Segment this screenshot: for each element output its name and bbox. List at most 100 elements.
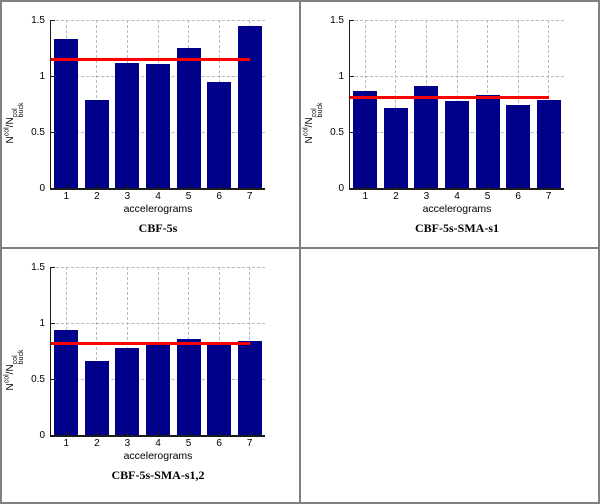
y-tick-mark — [51, 267, 55, 268]
x-tick-label: 7 — [545, 191, 552, 202]
x-tick-label: 7 — [246, 438, 253, 449]
x-tick-label: 6 — [216, 438, 222, 449]
bar — [54, 329, 79, 435]
y-label-supsub-stack: col buck — [12, 349, 25, 365]
y-label-supsub-stack: col buck — [311, 102, 324, 118]
y-tick-mark — [51, 132, 55, 133]
y-tick-mark — [350, 76, 354, 77]
bar — [176, 48, 201, 188]
bar — [176, 338, 201, 435]
bar — [237, 25, 262, 188]
bar — [237, 340, 262, 435]
bar — [414, 86, 439, 188]
y-label-base: N — [304, 136, 315, 144]
x-tick-mark — [127, 431, 129, 435]
bar — [383, 108, 408, 188]
y-label-subscript: buck — [317, 102, 324, 118]
x-tick-label: 1 — [63, 191, 70, 202]
chart-title: CBF-5s-SMA-s1,2 — [111, 468, 205, 482]
y-tick-label: 1 — [338, 70, 344, 82]
x-tick-mark — [66, 184, 68, 188]
gridline-vertical — [395, 20, 397, 188]
y-tick-label: 0.5 — [31, 373, 45, 385]
y-tick-mark — [350, 20, 354, 21]
y-tick-label: 1 — [39, 70, 45, 82]
x-tick-mark — [158, 431, 159, 435]
x-tick-label: 6 — [515, 191, 521, 202]
bar — [536, 99, 561, 188]
bar — [207, 81, 232, 188]
y-tick-label: 0 — [39, 182, 45, 194]
x-tick-label: 2 — [94, 191, 100, 202]
plot-area: 0 0.5 1 1.5 1 2 3 4 5 6 7 accelerograms Ncol/N col buc… — [303, 15, 564, 235]
x-tick-mark — [487, 184, 489, 188]
x-tick-mark — [518, 184, 520, 188]
mean-reference-line — [51, 341, 250, 345]
x-tick-mark — [426, 184, 428, 188]
y-tick-label: 1.5 — [31, 14, 45, 26]
y-label-base: /N — [304, 117, 315, 128]
y-tick-mark — [51, 323, 55, 324]
x-tick-label: 4 — [155, 191, 161, 202]
x-tick-mark — [395, 184, 397, 188]
x-tick-mark — [457, 184, 458, 188]
bar — [115, 62, 140, 188]
empty-panel — [301, 249, 596, 502]
y-tick-label: 1 — [39, 317, 45, 329]
gridline-vertical — [96, 267, 98, 435]
y-tick-label: 0.5 — [31, 126, 45, 138]
x-tick-mark — [188, 431, 190, 435]
x-tick-mark — [548, 184, 550, 188]
x-tick-label: 5 — [185, 191, 192, 202]
y-label-base: N — [5, 383, 16, 391]
y-label-superscript: col — [302, 127, 310, 137]
bar — [353, 90, 378, 188]
y-tick-mark — [51, 20, 55, 21]
y-label-subscript: buck — [18, 102, 25, 118]
x-tick-mark — [188, 184, 190, 188]
x-tick-mark — [249, 184, 251, 188]
x-axis-label: accelerograms — [123, 203, 193, 215]
y-label-base: N — [5, 136, 16, 144]
chart-cbf-5s-sma-s1-2: 0 0.5 1 1.5 1 2 3 4 5 6 7 accelerograms Ncol/N col buc… — [2, 249, 297, 502]
bar — [146, 63, 170, 188]
mean-reference-line — [350, 95, 549, 99]
x-tick-mark — [158, 184, 159, 188]
chart-cbf-5s: 0 0.5 1 1.5 1 2 3 4 5 6 7 accelerograms Ncol/N col buc… — [2, 2, 297, 245]
y-tick-label: 1.5 — [31, 261, 45, 273]
x-tick-mark — [96, 184, 98, 188]
grid-divider-vertical — [299, 2, 301, 502]
x-tick-label: 7 — [246, 191, 253, 202]
x-tick-label: 5 — [185, 438, 192, 449]
x-tick-label: 1 — [362, 191, 369, 202]
y-tick-label: 0 — [338, 182, 344, 194]
x-axis-label: accelerograms — [422, 203, 492, 215]
x-tick-label: 3 — [124, 191, 131, 202]
y-tick-mark — [51, 379, 55, 380]
y-label-superscript: col — [3, 374, 11, 384]
bar — [207, 344, 232, 435]
bar — [84, 99, 109, 188]
chart-title: CBF-5s-SMA-s1 — [415, 221, 499, 235]
x-tick-label: 4 — [454, 191, 460, 202]
x-tick-label: 2 — [94, 438, 100, 449]
x-tick-label: 3 — [423, 191, 430, 202]
x-tick-label: 1 — [63, 438, 70, 449]
bar — [506, 105, 531, 188]
bar — [475, 95, 500, 188]
chart-cbf-5s-sma-s1: 0 0.5 1 1.5 1 2 3 4 5 6 7 accelerograms Ncol/N col buc… — [301, 2, 596, 245]
y-label-subscript: buck — [18, 349, 25, 365]
x-tick-label: 6 — [216, 191, 222, 202]
bar — [84, 361, 109, 435]
y-label-superscript: col — [3, 127, 11, 137]
x-tick-label: 4 — [155, 438, 161, 449]
plot-area: 0 0.5 1 1.5 1 2 3 4 5 6 7 accelerograms Ncol/N col buc… — [4, 15, 265, 235]
x-tick-label: 2 — [393, 191, 399, 202]
y-tick-label: 0 — [39, 429, 45, 441]
gridline-vertical — [517, 20, 519, 188]
x-tick-mark — [66, 431, 68, 435]
y-tick-label: 1.5 — [330, 14, 344, 26]
plot-area: 0 0.5 1 1.5 1 2 3 4 5 6 7 accelerograms Ncol/N col buc… — [4, 262, 265, 482]
grid-divider-horizontal — [2, 247, 598, 249]
